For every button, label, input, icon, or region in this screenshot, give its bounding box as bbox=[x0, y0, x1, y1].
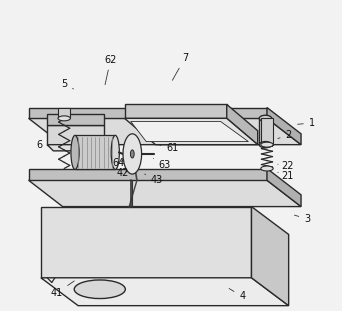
Text: 22: 22 bbox=[278, 161, 293, 171]
Text: 6: 6 bbox=[36, 140, 52, 150]
Polygon shape bbox=[29, 108, 267, 118]
Text: 41: 41 bbox=[50, 281, 74, 298]
Polygon shape bbox=[47, 145, 110, 151]
Polygon shape bbox=[29, 180, 301, 207]
Ellipse shape bbox=[261, 166, 273, 171]
Text: 61: 61 bbox=[160, 143, 179, 153]
Ellipse shape bbox=[71, 135, 79, 169]
Text: 21: 21 bbox=[278, 171, 293, 181]
Polygon shape bbox=[58, 108, 70, 118]
Text: 4: 4 bbox=[229, 289, 245, 301]
Text: 43: 43 bbox=[145, 174, 163, 185]
Polygon shape bbox=[124, 104, 227, 118]
Text: 2: 2 bbox=[278, 130, 292, 140]
Ellipse shape bbox=[74, 280, 125, 299]
Text: 62: 62 bbox=[104, 54, 117, 85]
Polygon shape bbox=[261, 118, 273, 145]
Ellipse shape bbox=[123, 134, 142, 174]
Polygon shape bbox=[47, 124, 104, 145]
Polygon shape bbox=[251, 207, 289, 306]
Ellipse shape bbox=[261, 142, 273, 147]
Text: 3: 3 bbox=[294, 214, 310, 224]
Polygon shape bbox=[259, 118, 272, 145]
Text: 42: 42 bbox=[117, 168, 129, 178]
Polygon shape bbox=[267, 108, 301, 145]
Polygon shape bbox=[41, 207, 251, 278]
Ellipse shape bbox=[130, 150, 134, 158]
Polygon shape bbox=[267, 169, 301, 207]
Polygon shape bbox=[47, 114, 104, 124]
Text: 63: 63 bbox=[153, 158, 171, 170]
Polygon shape bbox=[75, 135, 115, 169]
Text: 1: 1 bbox=[298, 118, 315, 128]
Polygon shape bbox=[227, 104, 258, 145]
Ellipse shape bbox=[58, 116, 70, 121]
Polygon shape bbox=[124, 118, 258, 145]
Text: 7: 7 bbox=[172, 53, 188, 80]
Ellipse shape bbox=[259, 115, 272, 121]
Text: 5: 5 bbox=[61, 79, 74, 89]
Text: 64: 64 bbox=[112, 158, 124, 168]
Polygon shape bbox=[29, 169, 267, 180]
Polygon shape bbox=[29, 118, 301, 145]
Polygon shape bbox=[41, 278, 289, 306]
Ellipse shape bbox=[111, 135, 119, 169]
Ellipse shape bbox=[259, 142, 272, 148]
Polygon shape bbox=[131, 121, 248, 142]
